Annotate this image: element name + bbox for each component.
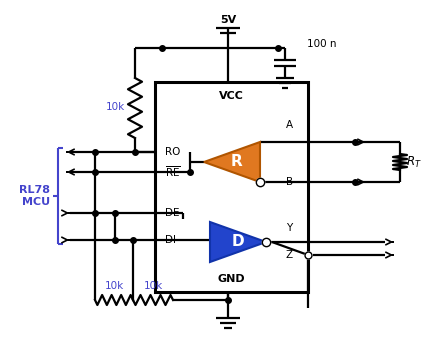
Text: 10k: 10k — [143, 281, 162, 291]
Text: B: B — [286, 177, 293, 187]
Text: DI: DI — [165, 235, 176, 245]
Text: 10k: 10k — [105, 102, 124, 112]
Bar — [155, 82, 308, 292]
Text: 5V: 5V — [220, 15, 236, 25]
Text: 10k: 10k — [105, 281, 124, 291]
Text: 100 n: 100 n — [307, 39, 337, 49]
Text: VCC: VCC — [219, 91, 244, 101]
Text: R: R — [231, 154, 243, 169]
Text: D: D — [232, 234, 245, 250]
Text: Z: Z — [286, 250, 293, 260]
Text: Y: Y — [286, 223, 292, 233]
Text: $R_T$: $R_T$ — [406, 154, 422, 169]
Text: RO: RO — [165, 147, 181, 157]
Text: $\overline{\rm RE}$: $\overline{\rm RE}$ — [165, 164, 181, 179]
Polygon shape — [210, 222, 266, 262]
Polygon shape — [204, 142, 260, 182]
Text: GND: GND — [218, 274, 245, 284]
Text: RL78
MCU: RL78 MCU — [19, 185, 50, 207]
Text: DE: DE — [165, 208, 180, 218]
Text: A: A — [286, 120, 293, 130]
